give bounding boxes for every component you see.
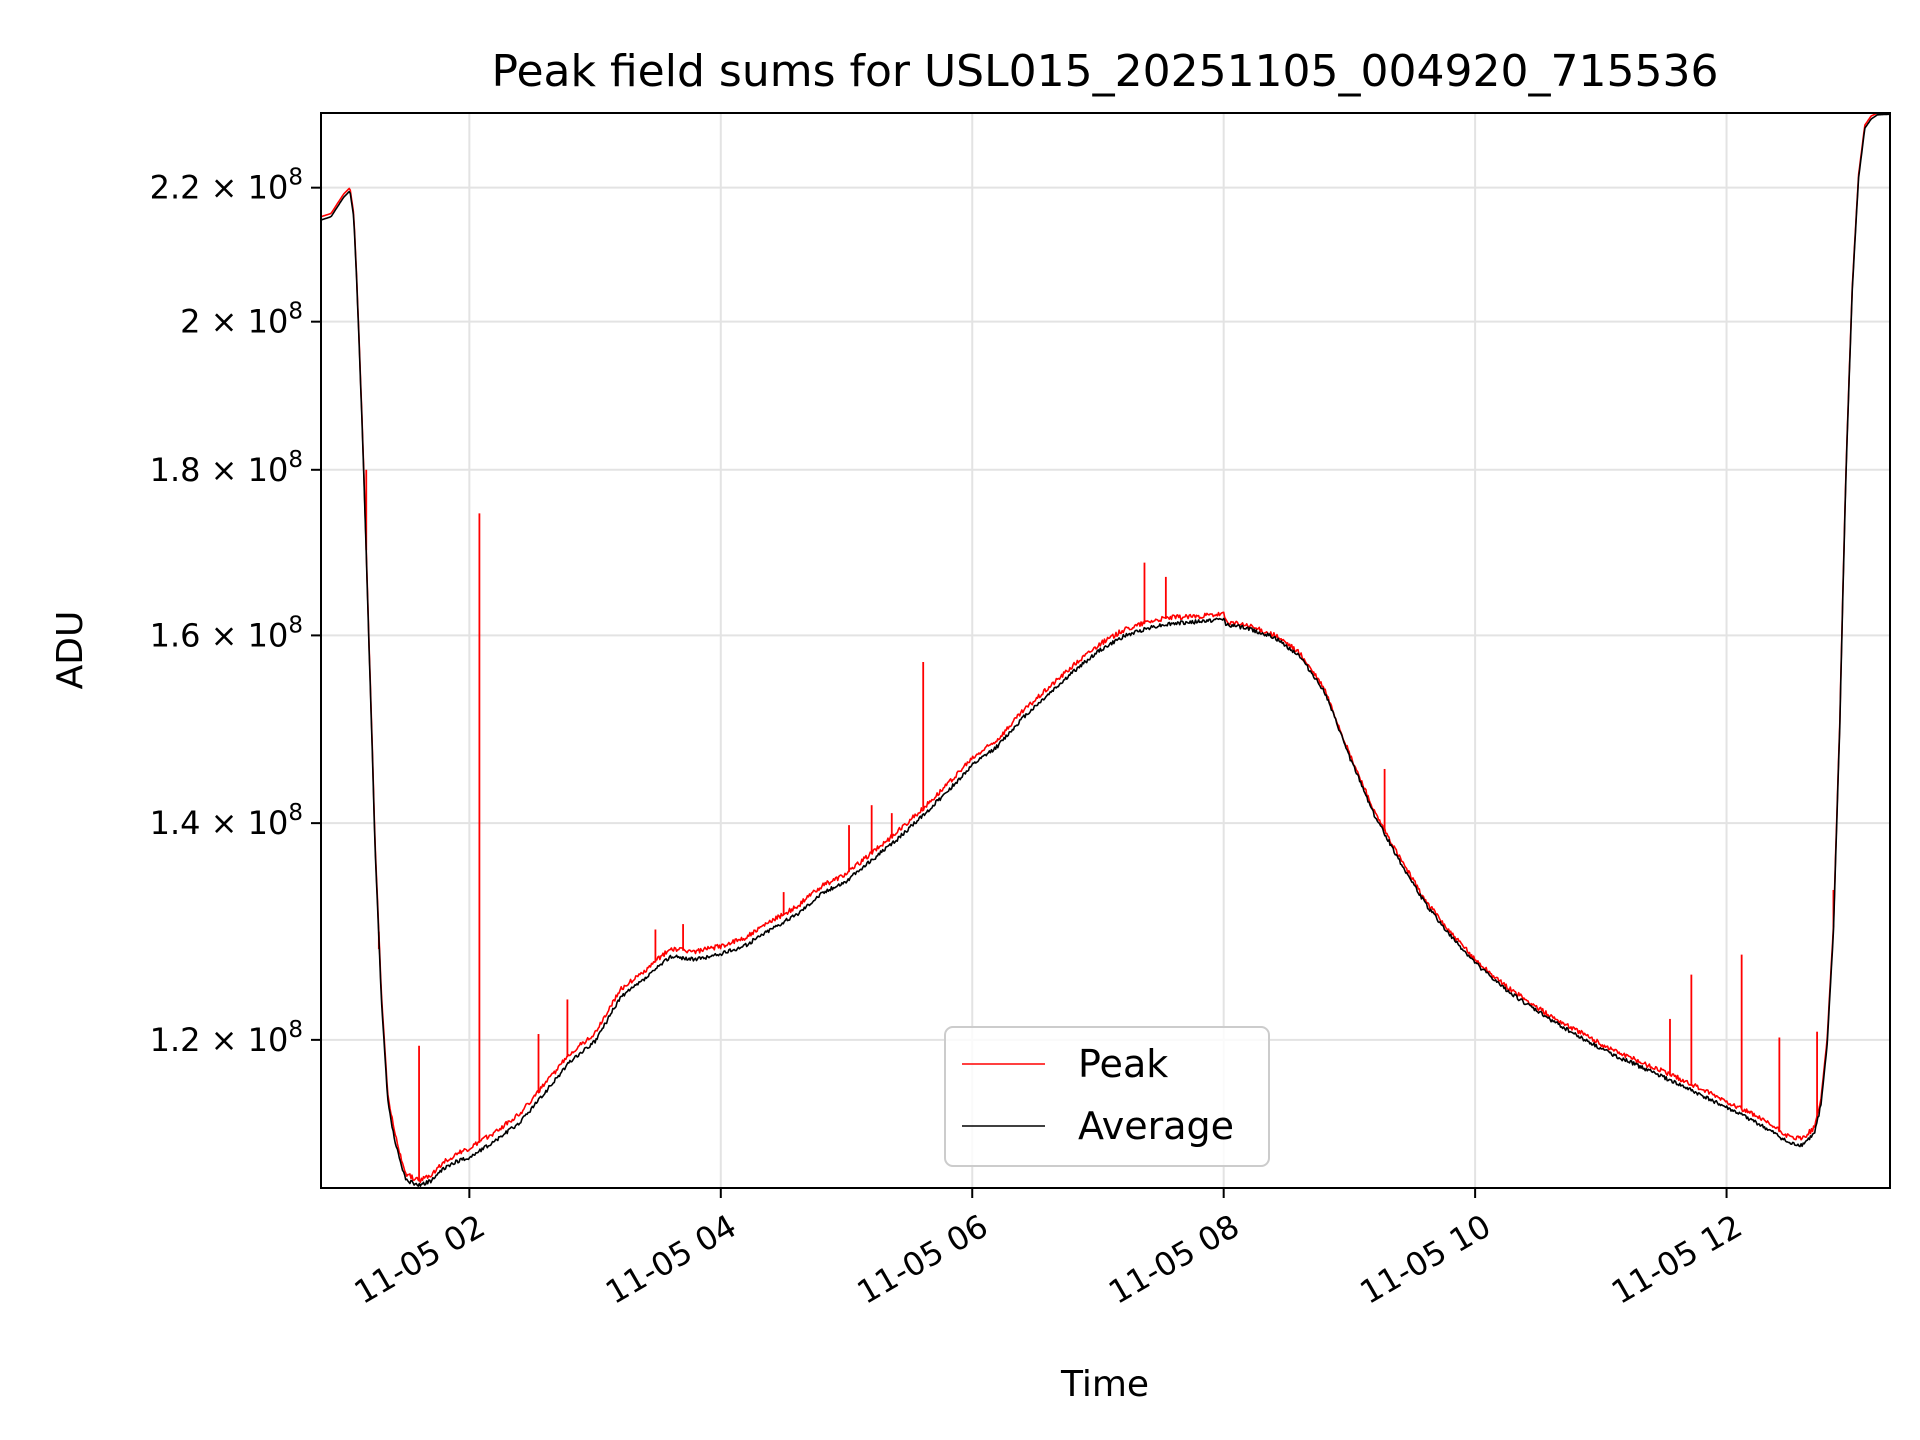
series-peak-line	[320, 112, 1890, 1184]
x-axis-label: Time	[1060, 1364, 1149, 1405]
plot-frame	[320, 112, 1891, 1189]
series-average-line	[320, 113, 1891, 1187]
legend-box	[944, 1026, 1270, 1167]
y-tick-label: 1.2 × 108	[150, 1017, 303, 1059]
y-tick-label: 1.4 × 108	[150, 800, 303, 842]
chart-title: Peak field sums for USL015_20251105_0049…	[492, 46, 1719, 97]
legend: Peak Average	[944, 1026, 1270, 1167]
legend-peak-label: Peak	[1078, 1042, 1168, 1086]
y-tick-label: 2.2 × 108	[150, 165, 303, 207]
grid	[321, 113, 1890, 1188]
y-axis: 1.2 × 108 1.4 × 108 1.6 × 108 1.8 × 108 2 × …	[150, 165, 321, 1059]
y-tick-label: 1.6 × 108	[150, 612, 303, 654]
y-axis-label: ADU	[50, 611, 91, 690]
y-tick-label: 1.8 × 108	[150, 447, 303, 489]
y-tick-label: 2 × 108	[180, 299, 303, 341]
legend-average-label: Average	[1078, 1104, 1234, 1148]
plot-series	[320, 112, 1891, 1187]
